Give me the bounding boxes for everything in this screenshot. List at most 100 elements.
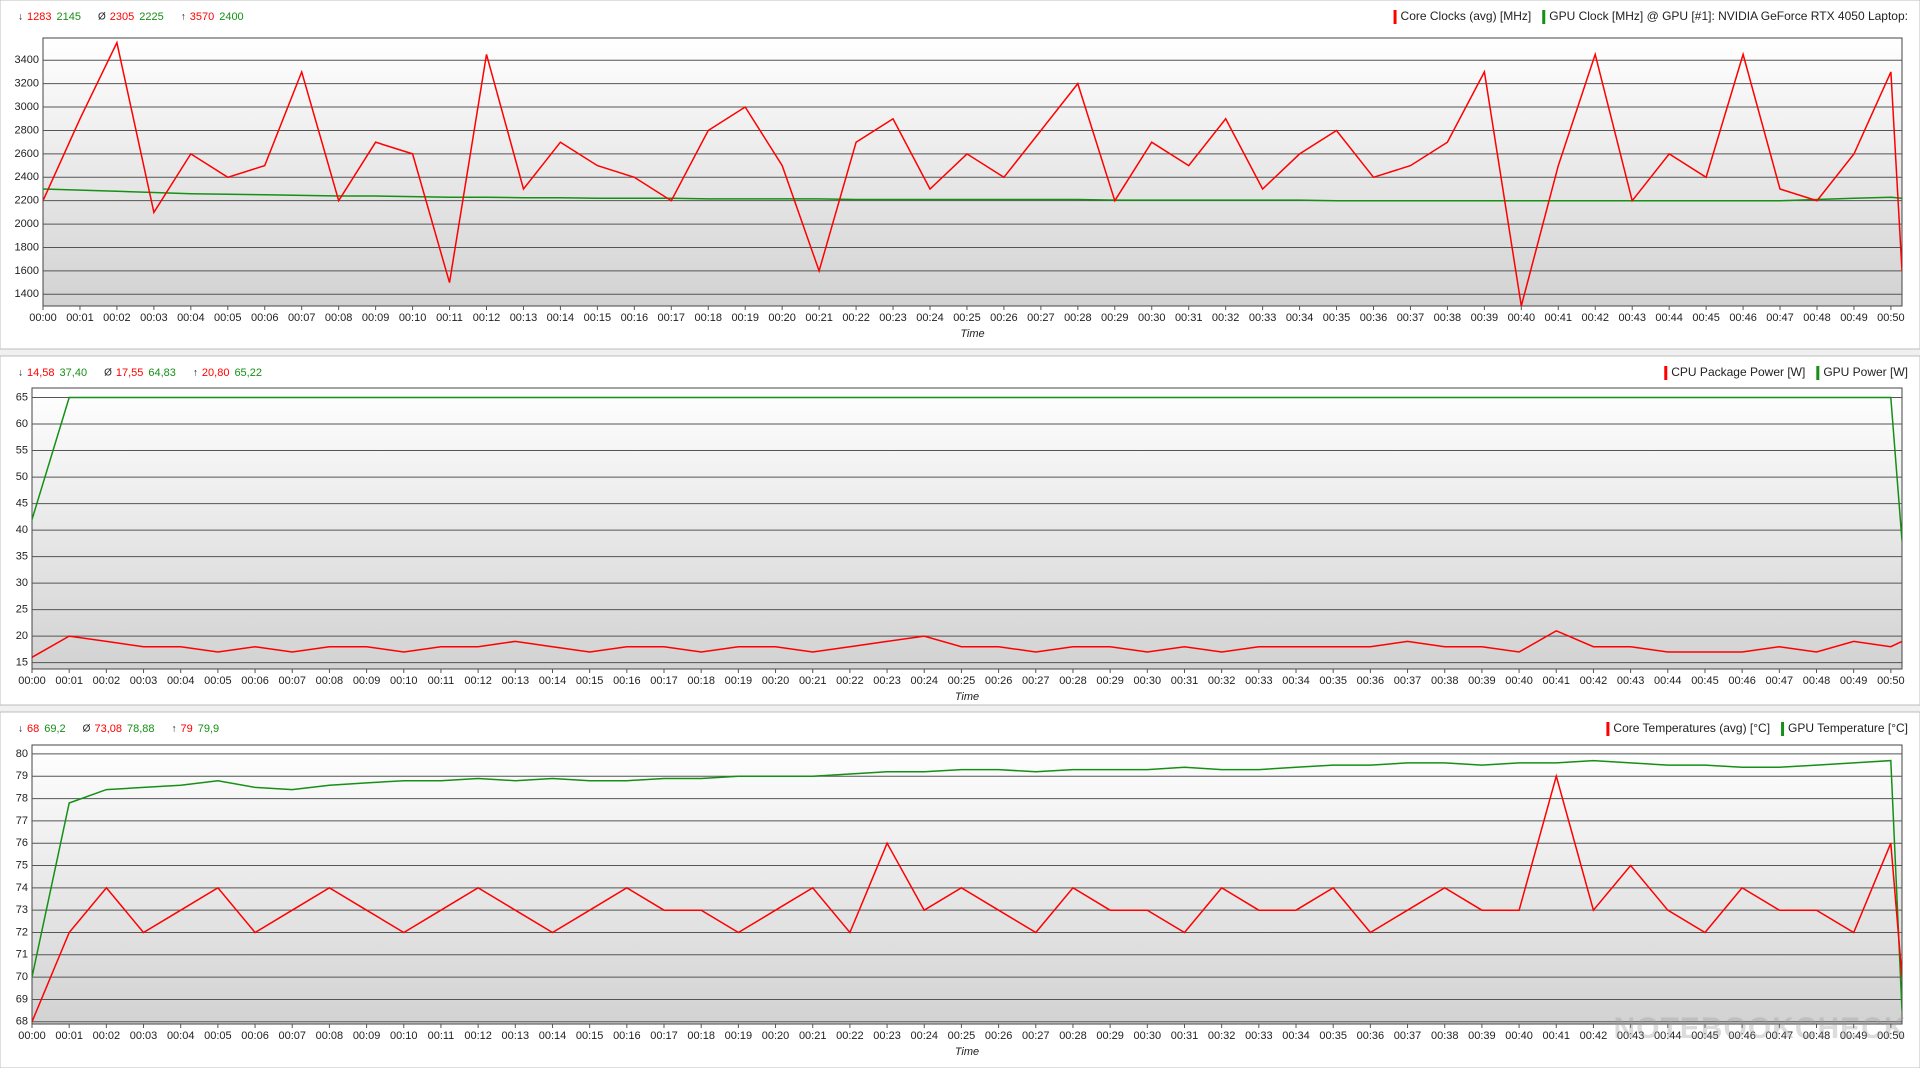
x-tick-label: 00:20: [762, 675, 790, 687]
x-tick-label: 00:10: [390, 1030, 418, 1042]
y-tick-label: 75: [16, 859, 28, 871]
x-tick-label: 00:21: [799, 1030, 827, 1042]
x-tick-label: 00:09: [362, 312, 390, 324]
x-tick-label: 00:29: [1101, 312, 1129, 324]
x-tick-label: 00:27: [1022, 675, 1050, 687]
stat-value: 1283: [27, 11, 51, 23]
x-tick-label: 00:15: [576, 1030, 604, 1042]
x-tick-label: 00:22: [842, 312, 870, 324]
x-tick-label: 00:42: [1580, 1030, 1608, 1042]
x-tick-label: 00:38: [1431, 675, 1459, 687]
x-tick-label: 00:33: [1249, 312, 1277, 324]
x-tick-label: 00:31: [1175, 312, 1203, 324]
y-tick-label: 78: [16, 792, 28, 804]
x-tick-label: 00:00: [18, 1030, 46, 1042]
x-tick-label: 00:47: [1766, 675, 1794, 687]
x-tick-label: 00:06: [241, 675, 269, 687]
x-tick-label: 00:23: [873, 675, 901, 687]
x-tick-label: 00:05: [204, 675, 232, 687]
y-tick-label: 3200: [15, 78, 39, 90]
x-axis-title: Time: [955, 1046, 979, 1058]
x-tick-label: 00:30: [1138, 312, 1166, 324]
y-tick-label: 2000: [15, 218, 39, 230]
x-tick-label: 00:16: [613, 675, 641, 687]
stat-symbol: ↑: [181, 12, 186, 23]
x-tick-label: 00:34: [1282, 1030, 1310, 1042]
y-tick-label: 79: [16, 770, 28, 782]
legend-label: CPU Package Power [W]: [1671, 365, 1805, 379]
y-tick-label: 65: [16, 391, 28, 403]
x-tick-label: 00:49: [1840, 1030, 1868, 1042]
x-tick-label: 00:39: [1468, 675, 1496, 687]
x-tick-label: 00:07: [278, 675, 306, 687]
x-tick-label: 00:32: [1208, 1030, 1236, 1042]
x-tick-label: 00:13: [502, 675, 530, 687]
x-tick-label: 00:37: [1397, 312, 1425, 324]
x-tick-label: 00:23: [879, 312, 907, 324]
x-tick-label: 00:48: [1803, 312, 1831, 324]
x-tick-label: 00:37: [1394, 675, 1422, 687]
x-tick-label: 00:03: [130, 675, 158, 687]
y-tick-label: 50: [16, 471, 28, 483]
y-tick-label: 30: [16, 577, 28, 589]
x-tick-label: 00:25: [948, 675, 976, 687]
y-tick-label: 40: [16, 524, 28, 536]
x-tick-label: 00:40: [1505, 675, 1533, 687]
x-tick-label: 00:27: [1022, 1030, 1050, 1042]
x-tick-label: 00:20: [762, 1030, 790, 1042]
series-group: [32, 759, 1902, 1023]
stat-symbol: ↑: [172, 724, 177, 735]
x-tick-label: 00:10: [390, 675, 418, 687]
watermark: NOTEBOOKCHECK: [1613, 1012, 1906, 1045]
y-tick-label: 2200: [15, 195, 39, 207]
y-tick-label: 3400: [15, 54, 39, 66]
series-line: [32, 773, 1902, 1023]
x-tick-label: 00:05: [214, 312, 242, 324]
y-tick-label: 72: [16, 926, 28, 938]
x-tick-label: 00:32: [1208, 675, 1236, 687]
series-line: [43, 40, 1902, 306]
y-tick-label: 69: [16, 993, 28, 1005]
x-tick-label: 00:21: [805, 312, 833, 324]
x-tick-label: 00:37: [1394, 1030, 1422, 1042]
stat-value: 79,9: [198, 723, 219, 735]
series-line: [32, 629, 1902, 658]
x-tick-label: 00:14: [539, 1030, 567, 1042]
x-tick-label: 00:19: [731, 312, 759, 324]
x-tick-label: 00:12: [464, 675, 492, 687]
y-tick-label: 71: [16, 949, 28, 961]
x-tick-label: 00:50: [1877, 1030, 1905, 1042]
legend-label: GPU Power [W]: [1823, 365, 1908, 379]
y-tick-label: 35: [16, 551, 28, 563]
x-tick-label: 00:41: [1542, 675, 1570, 687]
x-tick-label: 00:50: [1877, 675, 1905, 687]
x-tick-label: 00:02: [93, 675, 121, 687]
x-tick-label: 00:19: [725, 1030, 753, 1042]
x-tick-label: 00:01: [66, 312, 94, 324]
x-tick-label: 00:12: [473, 312, 501, 324]
x-tick-label: 00:21: [799, 675, 827, 687]
x-tick-label: 00:32: [1212, 312, 1240, 324]
stat-value: 69,2: [44, 723, 65, 735]
series-line: [32, 759, 1902, 1011]
stat-value: 2145: [56, 11, 80, 23]
x-tick-label: 00:02: [103, 312, 131, 324]
x-tick-label: 00:26: [990, 312, 1018, 324]
legend-label: GPU Temperature [°C]: [1788, 721, 1908, 735]
x-tick-label: 00:23: [873, 1030, 901, 1042]
x-tick-label: 00:28: [1059, 1030, 1087, 1042]
x-tick-label: 00:38: [1434, 312, 1462, 324]
x-tick-label: 00:08: [325, 312, 353, 324]
x-tick-label: 00:25: [953, 312, 981, 324]
x-tick-label: 00:28: [1064, 312, 1092, 324]
stat-value: 14,58: [27, 367, 55, 379]
legend-label: Core Clocks (avg) [MHz]: [1401, 9, 1532, 23]
x-tick-label: 00:22: [836, 1030, 864, 1042]
chart-panel: 68 69 70 71 72 73 74 75 76 77 78 79 80 00:00 00:01 00:0…: [0, 711, 1920, 1068]
stat-value: 78,88: [127, 723, 155, 735]
x-tick-label: 00:10: [399, 312, 427, 324]
series-line: [43, 188, 1902, 202]
x-tick-label: 00:24: [910, 675, 938, 687]
x-tick-label: 00:44: [1654, 1030, 1682, 1042]
